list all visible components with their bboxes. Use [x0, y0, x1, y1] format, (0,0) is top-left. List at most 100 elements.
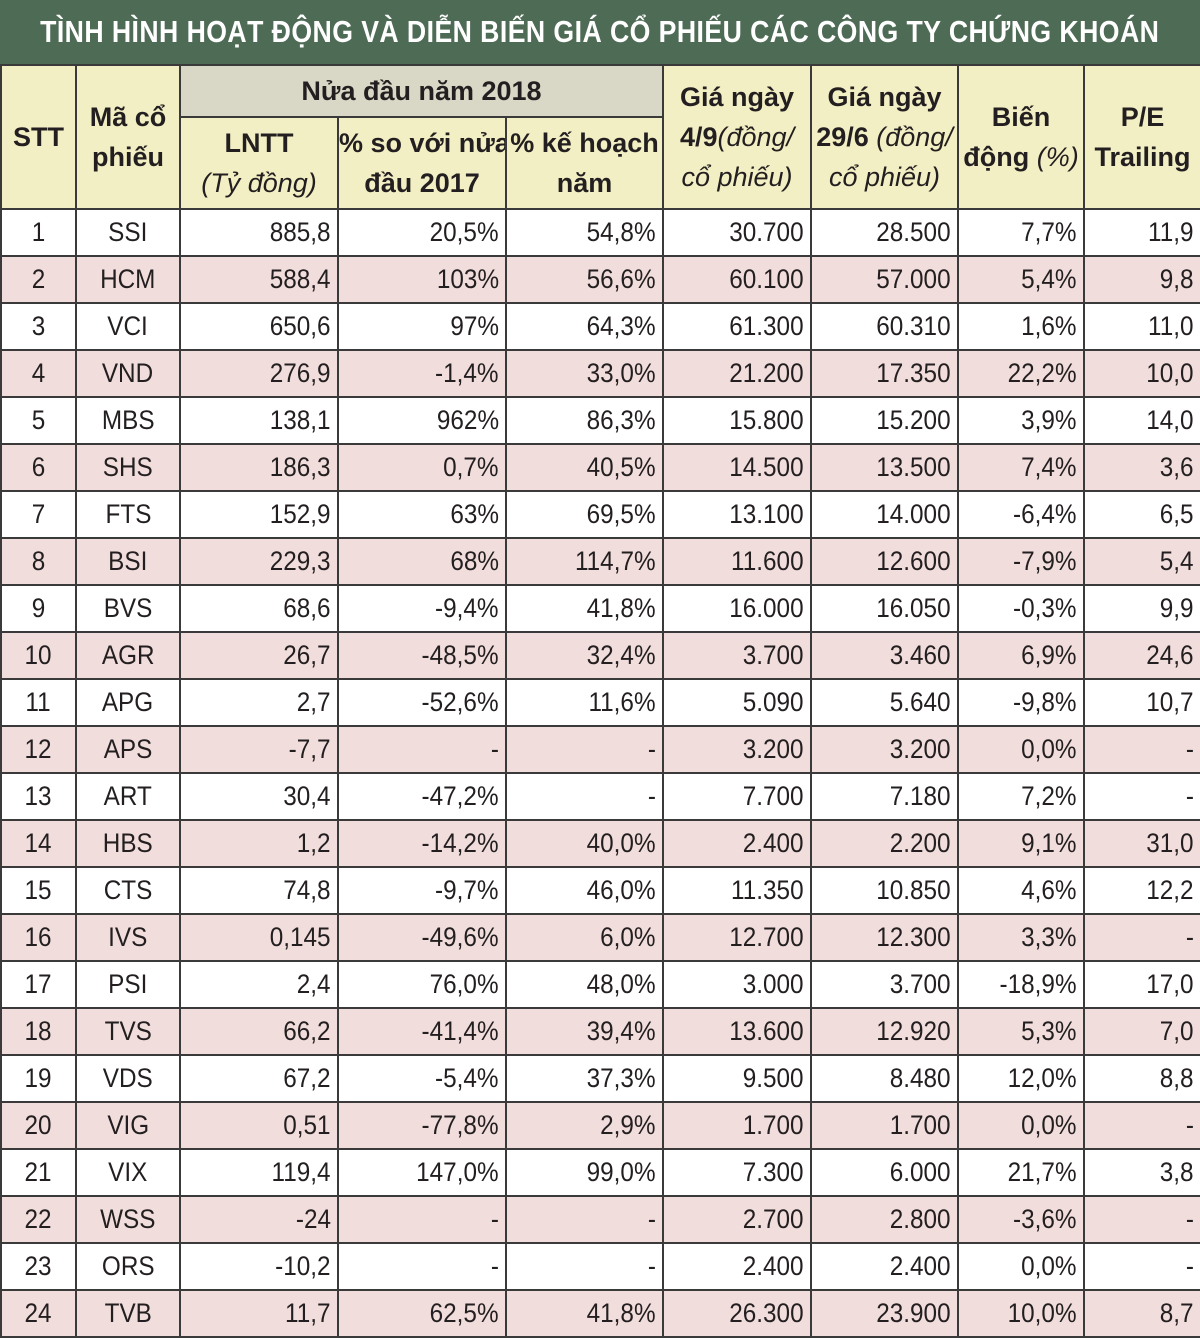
- cell-ke-hoach: 6,0%: [505, 913, 664, 962]
- cell-stt: 12: [0, 725, 77, 774]
- cell-pe: 8,8: [1083, 1054, 1200, 1103]
- cell-bien-dong: -0,3%: [957, 584, 1085, 633]
- cell-ke-hoach: 48,0%: [505, 960, 664, 1009]
- cell-pe: 9,8: [1083, 255, 1200, 304]
- cell-ticker: WSS: [75, 1195, 181, 1244]
- cell-lntt: 1,2: [179, 819, 339, 868]
- cell-pe: -: [1083, 913, 1200, 962]
- cell-so-voi-2017: 63%: [337, 490, 507, 539]
- cell-ke-hoach: 46,0%: [505, 866, 664, 915]
- cell-pe: 11,9: [1083, 208, 1200, 257]
- cell-so-voi-2017: -1,4%: [337, 349, 507, 398]
- cell-so-voi-2017: -14,2%: [337, 819, 507, 868]
- cell-bien-dong: 1,6%: [957, 302, 1085, 351]
- header-pe-trailing: P/E Trailing: [1083, 64, 1200, 210]
- cell-gia-29-6: 7.180: [810, 772, 959, 821]
- cell-lntt: -24: [179, 1195, 339, 1244]
- cell-lntt: 30,4: [179, 772, 339, 821]
- cell-ticker: CTS: [75, 866, 181, 915]
- cell-gia-29-6: 15.200: [810, 396, 959, 445]
- cell-stt: 19: [0, 1054, 77, 1103]
- table-row: 2 HCM 588,4 103% 56,6% 60.100 57.000 5,4% 9,8: [0, 255, 1200, 304]
- cell-gia-4-9: 2.400: [662, 819, 812, 868]
- cell-pe: 17,0: [1083, 960, 1200, 1009]
- cell-gia-29-6: 3.700: [810, 960, 959, 1009]
- cell-gia-4-9: 11.600: [662, 537, 812, 586]
- cell-lntt: 0,51: [179, 1101, 339, 1150]
- header-ke-hoach-nam: % kế hoạch năm: [505, 116, 664, 210]
- table-row: 24 TVB 11,7 62,5% 41,8% 26.300 23.900 10,0% 8,7: [0, 1289, 1200, 1338]
- cell-gia-4-9: 3.200: [662, 725, 812, 774]
- cell-so-voi-2017: -41,4%: [337, 1007, 507, 1056]
- cell-stt: 5: [0, 396, 77, 445]
- cell-pe: 3,8: [1083, 1148, 1200, 1197]
- cell-gia-29-6: 3.460: [810, 631, 959, 680]
- cell-so-voi-2017: 76,0%: [337, 960, 507, 1009]
- cell-bien-dong: 7,2%: [957, 772, 1085, 821]
- cell-gia-29-6: 12.600: [810, 537, 959, 586]
- cell-gia-4-9: 7.300: [662, 1148, 812, 1197]
- cell-so-voi-2017: -77,8%: [337, 1101, 507, 1150]
- cell-pe: 11,0: [1083, 302, 1200, 351]
- cell-gia-29-6: 10.850: [810, 866, 959, 915]
- stock-table: STT Mã cổ phiếu Nửa đầu năm 2018 Giá ngày…: [0, 64, 1200, 1338]
- cell-ticker: AGR: [75, 631, 181, 680]
- cell-ticker: ART: [75, 772, 181, 821]
- cell-gia-4-9: 26.300: [662, 1289, 812, 1338]
- cell-bien-dong: 5,3%: [957, 1007, 1085, 1056]
- cell-lntt: 119,4: [179, 1148, 339, 1197]
- cell-pe: 10,7: [1083, 678, 1200, 727]
- cell-ticker: VDS: [75, 1054, 181, 1103]
- cell-pe: -: [1083, 772, 1200, 821]
- cell-stt: 9: [0, 584, 77, 633]
- table-row: 8 BSI 229,3 68% 114,7% 11.600 12.600 -7,9% 5,4: [0, 537, 1200, 586]
- cell-so-voi-2017: 62,5%: [337, 1289, 507, 1338]
- cell-lntt: -10,2: [179, 1242, 339, 1291]
- cell-gia-4-9: 14.500: [662, 443, 812, 492]
- cell-stt: 18: [0, 1007, 77, 1056]
- cell-ke-hoach: 39,4%: [505, 1007, 664, 1056]
- cell-gia-4-9: 15.800: [662, 396, 812, 445]
- table-row: 5 MBS 138,1 962% 86,3% 15.800 15.200 3,9% 14,0: [0, 396, 1200, 445]
- cell-so-voi-2017: 97%: [337, 302, 507, 351]
- cell-gia-4-9: 12.700: [662, 913, 812, 962]
- cell-stt: 2: [0, 255, 77, 304]
- cell-gia-29-6: 12.920: [810, 1007, 959, 1056]
- header-bien-dong: Biến động (%): [957, 64, 1085, 210]
- cell-gia-4-9: 61.300: [662, 302, 812, 351]
- cell-lntt: 0,145: [179, 913, 339, 962]
- cell-gia-29-6: 16.050: [810, 584, 959, 633]
- table-row: 15 CTS 74,8 -9,7% 46,0% 11.350 10.850 4,6% 12,2: [0, 866, 1200, 915]
- cell-lntt: 67,2: [179, 1054, 339, 1103]
- cell-gia-4-9: 1.700: [662, 1101, 812, 1150]
- header-stt: STT: [0, 64, 77, 210]
- table-row: 17 PSI 2,4 76,0% 48,0% 3.000 3.700 -18,9% 17,0: [0, 960, 1200, 1009]
- cell-bien-dong: 22,2%: [957, 349, 1085, 398]
- cell-so-voi-2017: -5,4%: [337, 1054, 507, 1103]
- cell-pe: 10,0: [1083, 349, 1200, 398]
- cell-pe: -: [1083, 1242, 1200, 1291]
- cell-gia-4-9: 3.700: [662, 631, 812, 680]
- cell-gia-4-9: 7.700: [662, 772, 812, 821]
- cell-ke-hoach: -: [505, 1195, 664, 1244]
- cell-gia-29-6: 17.350: [810, 349, 959, 398]
- cell-stt: 8: [0, 537, 77, 586]
- cell-lntt: 588,4: [179, 255, 339, 304]
- cell-bien-dong: 0,0%: [957, 1242, 1085, 1291]
- table-row: 10 AGR 26,7 -48,5% 32,4% 3.700 3.460 6,9% 24,6: [0, 631, 1200, 680]
- table-body: 1 SSI 885,8 20,5% 54,8% 30.700 28.500 7,7% 11,9 2…: [0, 208, 1200, 1338]
- cell-lntt: 66,2: [179, 1007, 339, 1056]
- cell-ticker: BSI: [75, 537, 181, 586]
- cell-ke-hoach: 41,8%: [505, 1289, 664, 1338]
- cell-gia-29-6: 13.500: [810, 443, 959, 492]
- cell-ke-hoach: 37,3%: [505, 1054, 664, 1103]
- cell-ticker: HCM: [75, 255, 181, 304]
- cell-gia-29-6: 2.800: [810, 1195, 959, 1244]
- cell-lntt: 26,7: [179, 631, 339, 680]
- table-row: 7 FTS 152,9 63% 69,5% 13.100 14.000 -6,4% 6,5: [0, 490, 1200, 539]
- cell-stt: 13: [0, 772, 77, 821]
- cell-bien-dong: 5,4%: [957, 255, 1085, 304]
- cell-so-voi-2017: 147,0%: [337, 1148, 507, 1197]
- cell-ke-hoach: 56,6%: [505, 255, 664, 304]
- cell-ke-hoach: 54,8%: [505, 208, 664, 257]
